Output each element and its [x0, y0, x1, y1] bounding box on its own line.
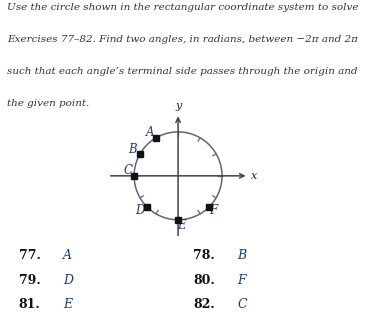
Text: B: B	[237, 249, 247, 262]
Text: F: F	[237, 273, 246, 287]
Text: E: E	[177, 219, 186, 232]
Text: A: A	[63, 249, 72, 262]
Text: A: A	[146, 126, 155, 138]
Text: the given point.: the given point.	[7, 99, 90, 108]
Text: D: D	[135, 204, 145, 217]
Text: D: D	[63, 273, 73, 287]
Text: such that each angle’s terminal side passes through the origin and: such that each angle’s terminal side pas…	[7, 67, 358, 76]
Text: F: F	[210, 204, 218, 217]
Text: C: C	[124, 164, 132, 177]
Text: Exercises 77–82. Find two angles, in radians, between −2π and 2π: Exercises 77–82. Find two angles, in rad…	[7, 35, 358, 44]
Text: Use the circle shown in the rectangular coordinate system to solve: Use the circle shown in the rectangular …	[7, 3, 359, 12]
Text: 81.: 81.	[19, 298, 40, 311]
Text: B: B	[129, 143, 137, 156]
Text: 78.: 78.	[193, 249, 215, 262]
Text: 80.: 80.	[193, 273, 215, 287]
Text: 77.: 77.	[19, 249, 40, 262]
Text: C: C	[237, 298, 247, 311]
Text: 82.: 82.	[193, 298, 215, 311]
Text: 79.: 79.	[19, 273, 40, 287]
Text: y: y	[175, 101, 181, 111]
Text: x: x	[251, 171, 257, 181]
Text: E: E	[63, 298, 72, 311]
